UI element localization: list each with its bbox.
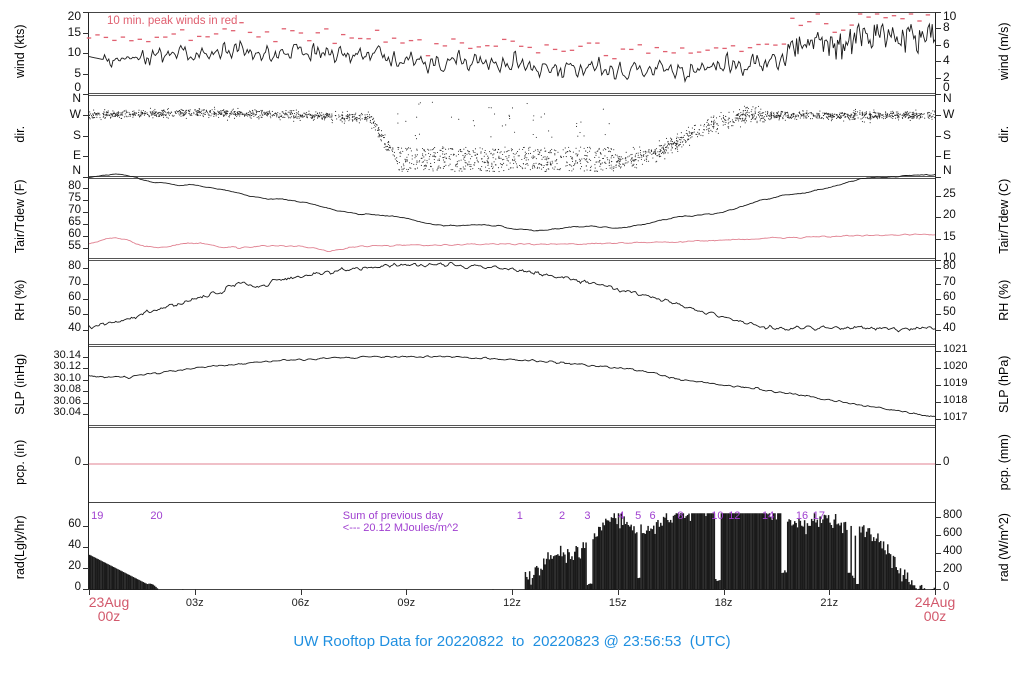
svg-text:10 min. peak winds in red: 10 min. peak winds in red bbox=[107, 15, 237, 27]
